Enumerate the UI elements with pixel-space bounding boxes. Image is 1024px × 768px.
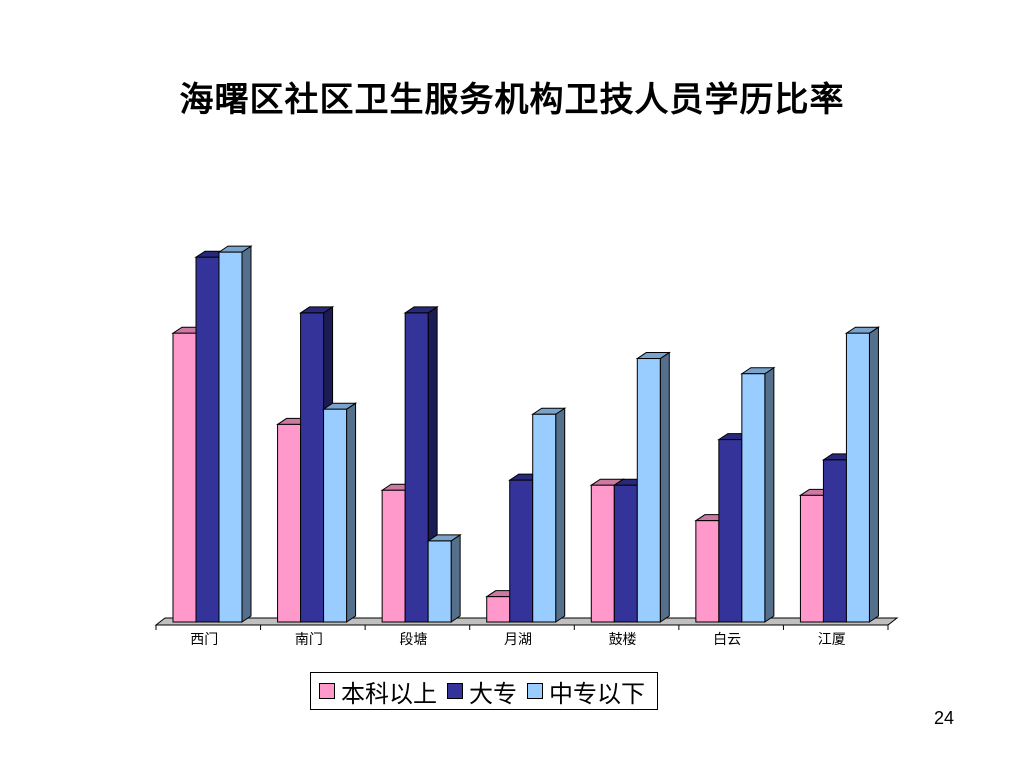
- bar: [845, 332, 870, 623]
- legend-item-college: 大专: [447, 674, 517, 709]
- bar: [486, 596, 511, 623]
- bar-side: [764, 366, 775, 623]
- bar-side: [659, 351, 670, 623]
- legend-item-undergrad: 本科以上: [319, 674, 437, 709]
- x-tick-label: 段塘: [399, 632, 427, 648]
- bar-chart: 西门 南门 段塘 月湖 鼓楼 白云 江厦: [154, 245, 899, 648]
- page-title: 海曙区社区卫生服务机构卫技人员学历比率: [179, 80, 845, 120]
- bar: [799, 494, 824, 623]
- legend-swatch-college: [447, 683, 463, 699]
- legend-swatch-undergrad: [319, 683, 335, 699]
- x-tick-label: 白云: [713, 632, 741, 648]
- bar-side: [868, 326, 879, 623]
- bar: [509, 479, 534, 623]
- bar: [381, 489, 406, 623]
- x-tick-label: 月湖: [504, 632, 532, 648]
- bar: [613, 484, 638, 623]
- bar: [323, 408, 348, 623]
- bar: [718, 439, 743, 623]
- bar: [195, 256, 220, 623]
- chart-legend: 本科以上 大专 中专以下: [310, 672, 658, 710]
- legend-label-college: 大专: [469, 679, 517, 708]
- bar-side: [346, 402, 357, 623]
- bar: [741, 373, 766, 623]
- legend-item-secondary: 中专以下: [527, 674, 645, 709]
- bar: [636, 358, 661, 623]
- bar: [695, 520, 720, 623]
- bar: [277, 423, 302, 623]
- legend-label-secondary: 中专以下: [549, 679, 645, 708]
- legend-label-undergrad: 本科以上: [341, 679, 437, 708]
- bar: [172, 332, 197, 623]
- bar: [532, 413, 557, 623]
- x-tick-label: 南门: [295, 632, 323, 648]
- bar-side: [555, 407, 566, 623]
- bar: [427, 540, 452, 623]
- bar: [300, 312, 325, 623]
- bar: [404, 312, 429, 623]
- bar-side: [450, 533, 461, 623]
- bar: [822, 459, 847, 623]
- x-tick-label: 鼓楼: [609, 632, 637, 648]
- bar: [218, 251, 243, 623]
- bar: [590, 484, 615, 623]
- legend-swatch-secondary: [527, 683, 543, 699]
- x-tick-label: 江厦: [818, 632, 846, 648]
- bar-side: [241, 245, 252, 623]
- x-tick-label: 西门: [190, 632, 218, 648]
- page-number: 24: [934, 708, 955, 728]
